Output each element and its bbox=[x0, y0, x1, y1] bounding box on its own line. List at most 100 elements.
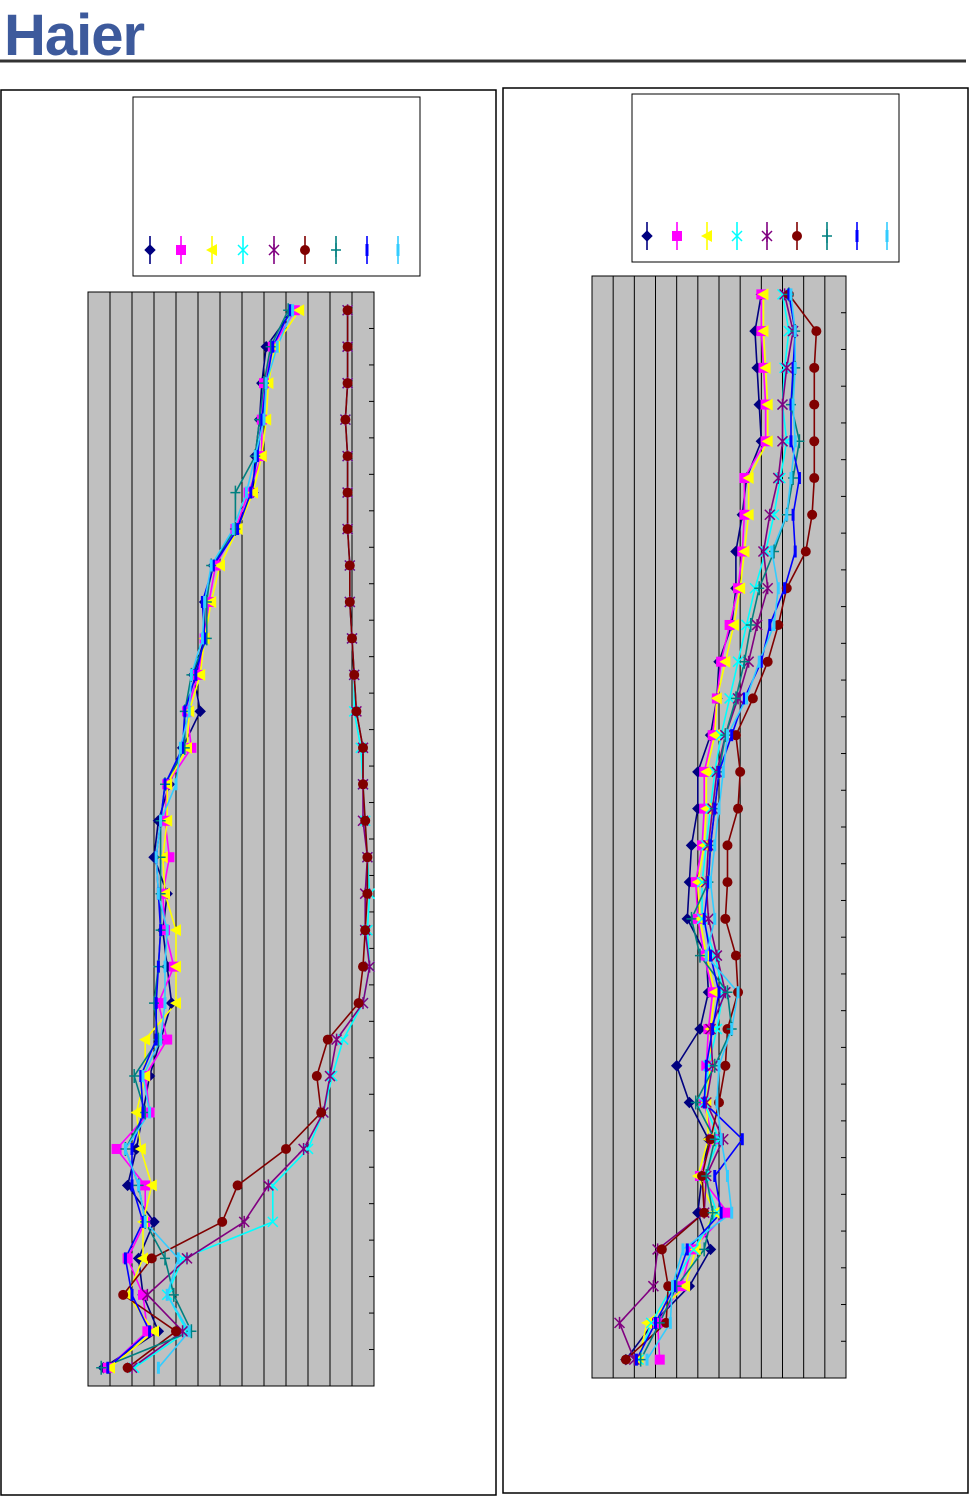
marker bbox=[118, 1289, 129, 1300]
marker bbox=[685, 1243, 689, 1256]
marker bbox=[340, 414, 351, 425]
marker bbox=[298, 1142, 310, 1155]
marker bbox=[163, 997, 167, 1010]
marker bbox=[779, 362, 791, 374]
marker bbox=[96, 1360, 107, 1375]
marker bbox=[641, 230, 653, 242]
marker bbox=[237, 244, 249, 256]
marker bbox=[358, 779, 368, 790]
marker bbox=[707, 1205, 718, 1220]
marker bbox=[719, 655, 731, 668]
marker bbox=[713, 912, 717, 925]
marker bbox=[123, 1142, 127, 1155]
marker bbox=[170, 997, 181, 1010]
marker bbox=[783, 582, 787, 595]
marker bbox=[176, 245, 186, 255]
marker bbox=[713, 802, 717, 815]
marker bbox=[347, 633, 357, 644]
marker bbox=[711, 1023, 715, 1036]
marker bbox=[757, 288, 769, 301]
marker bbox=[774, 472, 786, 484]
series-line bbox=[107, 309, 296, 1369]
marker bbox=[647, 1280, 659, 1293]
marker bbox=[134, 1142, 146, 1155]
marker bbox=[174, 778, 178, 791]
marker bbox=[793, 435, 797, 448]
marker bbox=[139, 1070, 143, 1083]
marker bbox=[776, 435, 789, 448]
marker bbox=[194, 705, 206, 718]
marker bbox=[699, 1242, 710, 1257]
marker bbox=[139, 1033, 151, 1046]
marker bbox=[271, 340, 275, 353]
marker bbox=[772, 472, 784, 485]
marker bbox=[730, 691, 741, 706]
marker bbox=[776, 582, 780, 595]
marker bbox=[688, 1243, 700, 1255]
marker bbox=[122, 1253, 133, 1264]
marker bbox=[709, 1132, 720, 1147]
marker bbox=[291, 304, 295, 317]
marker bbox=[809, 362, 820, 373]
marker bbox=[787, 288, 791, 301]
marker bbox=[791, 508, 795, 521]
marker bbox=[362, 888, 373, 899]
marker bbox=[293, 304, 305, 317]
marker bbox=[106, 1361, 110, 1374]
marker bbox=[104, 1361, 115, 1374]
marker bbox=[809, 436, 820, 447]
marker bbox=[620, 1354, 631, 1365]
marker bbox=[730, 1206, 734, 1219]
marker bbox=[137, 1179, 141, 1192]
marker bbox=[342, 378, 353, 389]
marker bbox=[130, 1142, 134, 1155]
marker bbox=[722, 985, 733, 1000]
marker bbox=[129, 1069, 140, 1084]
marker bbox=[154, 1033, 158, 1046]
marker bbox=[822, 229, 832, 243]
marker bbox=[704, 1059, 708, 1072]
marker bbox=[281, 1143, 291, 1154]
marker bbox=[731, 230, 743, 242]
marker bbox=[789, 435, 793, 448]
marker bbox=[260, 413, 272, 426]
marker bbox=[742, 692, 746, 705]
marker bbox=[322, 1034, 333, 1045]
marker bbox=[663, 1281, 674, 1292]
marker bbox=[717, 1059, 721, 1072]
marker bbox=[754, 581, 765, 596]
marker bbox=[168, 1287, 179, 1302]
marker bbox=[189, 668, 193, 681]
marker bbox=[736, 986, 740, 999]
marker bbox=[751, 618, 763, 631]
marker bbox=[760, 545, 772, 558]
marker bbox=[809, 473, 820, 484]
series-line bbox=[109, 309, 300, 1369]
marker bbox=[154, 851, 158, 864]
marker bbox=[267, 1216, 279, 1228]
marker bbox=[353, 998, 364, 1009]
marker bbox=[738, 545, 750, 558]
marker bbox=[148, 1106, 152, 1119]
marker bbox=[163, 960, 167, 973]
logo: Haier bbox=[4, 3, 145, 68]
marker bbox=[360, 815, 371, 826]
marker bbox=[170, 924, 181, 937]
marker bbox=[214, 559, 225, 572]
marker bbox=[694, 948, 705, 963]
marker bbox=[236, 523, 240, 536]
marker bbox=[783, 325, 795, 337]
marker bbox=[326, 1070, 338, 1082]
marker bbox=[122, 1362, 133, 1373]
marker bbox=[342, 524, 353, 535]
marker bbox=[181, 1252, 193, 1265]
marker bbox=[275, 340, 279, 353]
marker bbox=[249, 486, 253, 499]
marker bbox=[713, 839, 717, 852]
marker bbox=[148, 1216, 160, 1228]
marker bbox=[700, 765, 712, 778]
marker bbox=[670, 1280, 674, 1293]
marker bbox=[141, 1288, 153, 1301]
marker bbox=[170, 960, 181, 973]
